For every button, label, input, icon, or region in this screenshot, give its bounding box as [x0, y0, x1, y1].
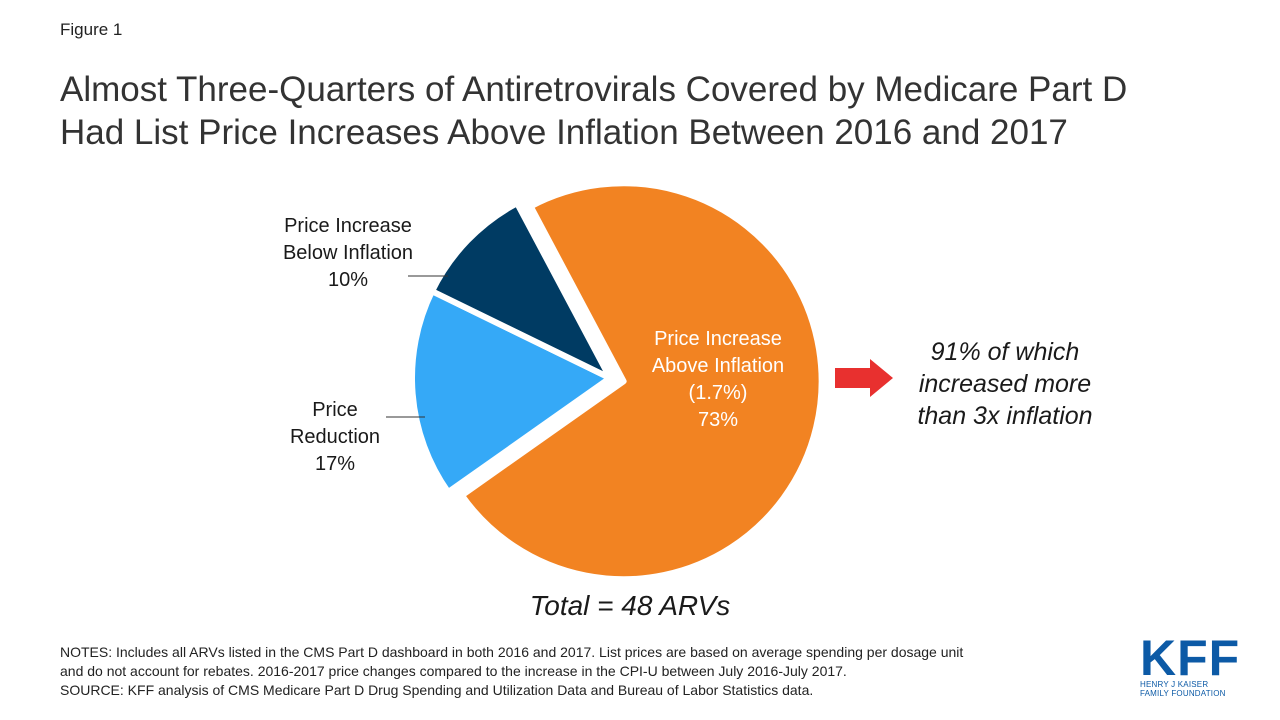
pie-slice-price-increase-above-inflation-1-7 [458, 180, 825, 583]
annotation-callout: 91% of which increased more than 3x infl… [880, 336, 1130, 432]
total-label: Total = 48 ARVs [529, 590, 731, 621]
figure-label: Figure 1 [60, 20, 123, 39]
slice-label-line: Reduction [290, 426, 380, 448]
pie-slices [409, 180, 825, 583]
slice-label-line: 17% [315, 453, 355, 475]
slice-label-price-increase-below-inflation: Price Increase Below Inflation 10% [283, 215, 413, 291]
slice-label-line: 10% [328, 269, 368, 291]
slice-label-line: (1.7%) [689, 382, 748, 404]
annotation-line-1: 91% of which [930, 338, 1080, 366]
logo-mark: KFF [1140, 630, 1241, 686]
slice-label-line: Price Increase [284, 215, 412, 237]
notes-line-2: and do not account for rebates. 2016-201… [60, 663, 847, 679]
slice-label-line: Above Inflation [652, 355, 784, 377]
logo-line-1: HENRY J KAISER [1140, 680, 1209, 689]
chart-title: Almost Three-Quarters of Antiretrovirals… [60, 68, 1230, 154]
kff-logo: KFF HENRY J KAISER FAMILY FOUNDATION [1140, 630, 1241, 698]
title-line-2: Had List Price Increases Above Inflation… [60, 113, 1068, 152]
pie-slice-price-increase-below-inflation [429, 200, 613, 381]
leader-lines [386, 275, 448, 418]
arrow-right-icon [835, 359, 893, 397]
slice-label-line: Below Inflation [283, 242, 413, 264]
slice-label-line: 73% [698, 409, 738, 431]
slice-label-line: Price [312, 399, 358, 421]
annotation-line-2: increased more [918, 370, 1092, 398]
slice-labels: Price Increase Above Inflation (1.7%) 73%Pr… [283, 215, 784, 475]
logo-line-2: FAMILY FOUNDATION [1140, 689, 1226, 698]
source-line: SOURCE: KFF analysis of CMS Medicare Par… [60, 682, 814, 698]
notes-line-1: NOTES: Includes all ARVs listed in the C… [60, 644, 964, 660]
slice-label-line: Price Increase [654, 328, 782, 350]
pie-slice-price-reduction [409, 288, 613, 496]
slice-label-price-increase-above-inflation-1-7: Price Increase Above Inflation (1.7%) 73% [652, 328, 784, 431]
notes: NOTES: Includes all ARVs listed in the C… [60, 643, 1110, 700]
title-line-1: Almost Three-Quarters of Antiretrovirals… [60, 70, 1128, 109]
annotation-line-3: than 3x inflation [917, 402, 1093, 430]
slice-label-price-reduction: Price Reduction 17% [290, 399, 380, 475]
